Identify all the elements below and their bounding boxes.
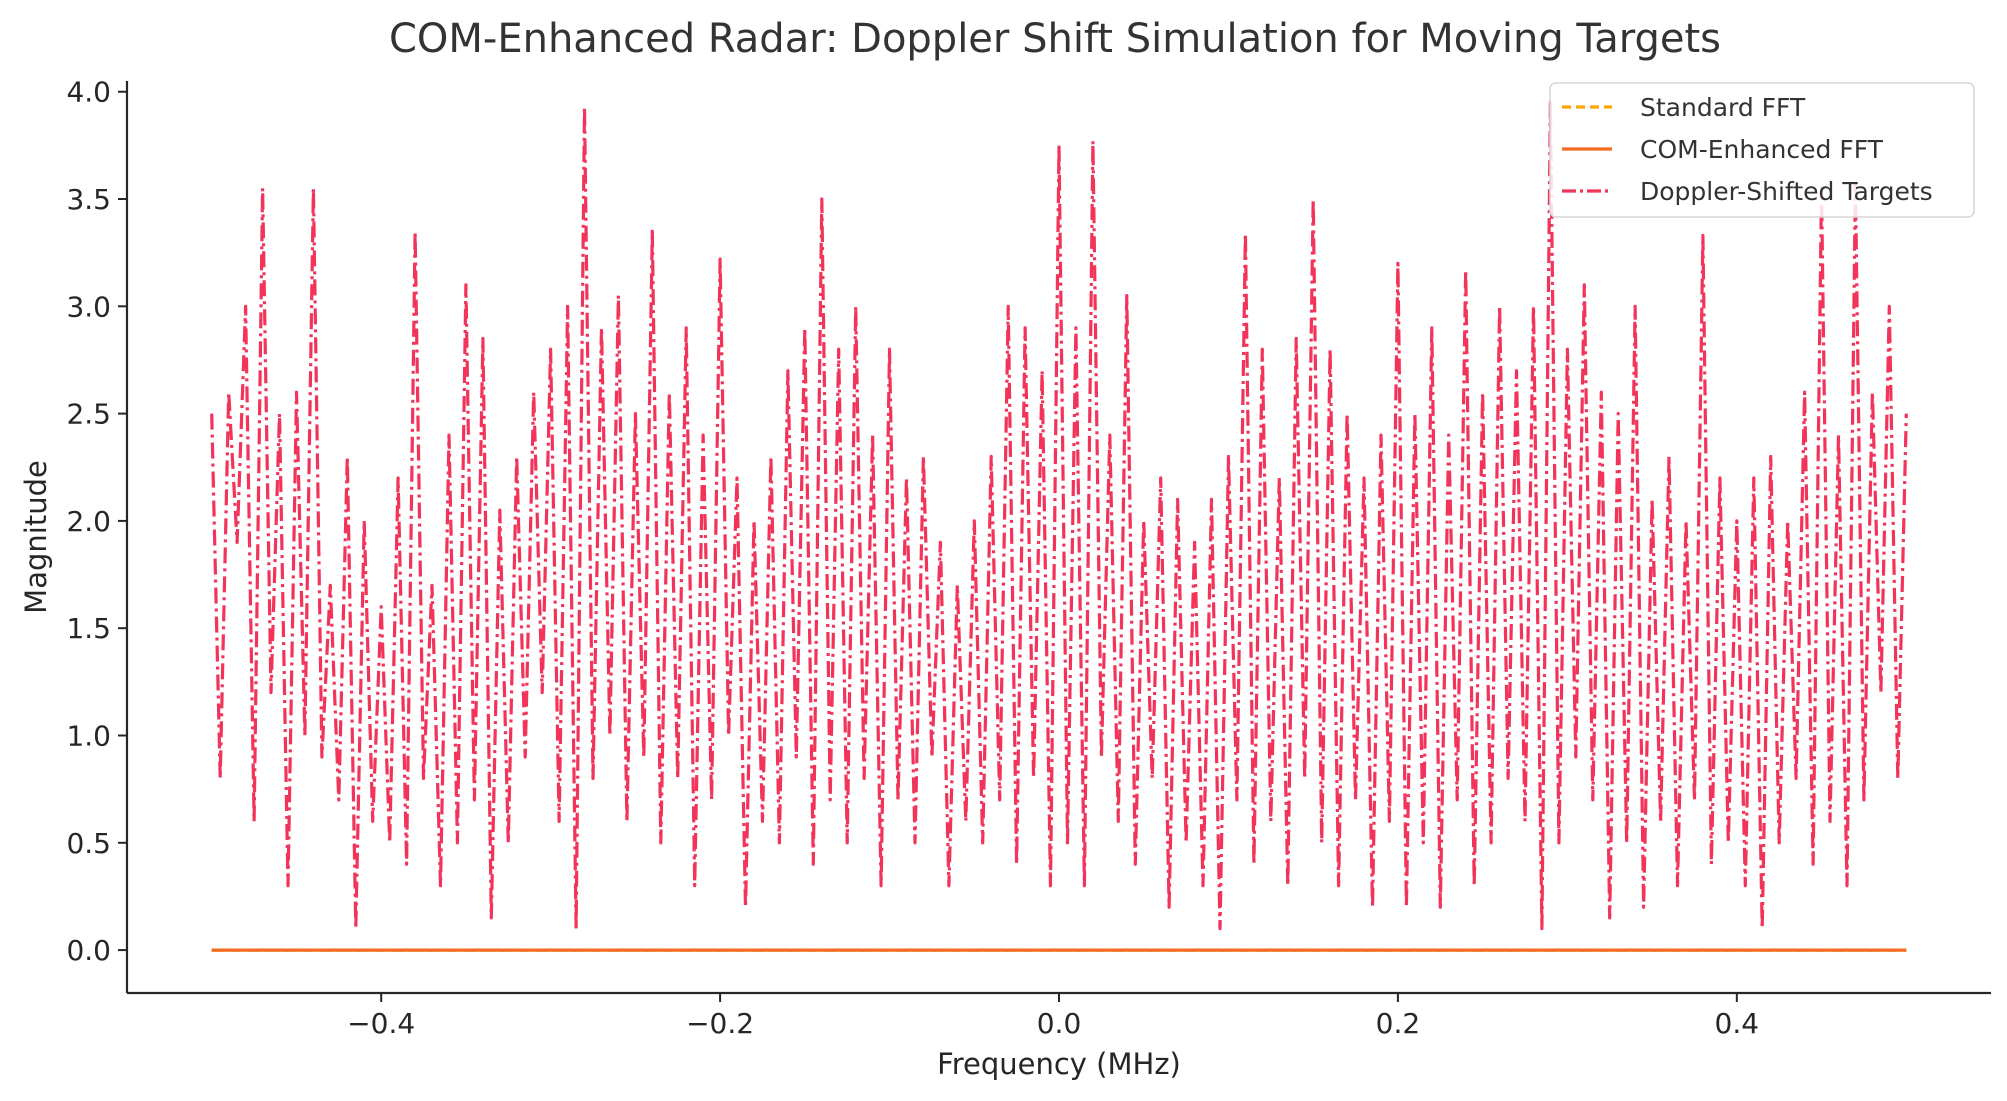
y-axis-ticks: 0.0 0.5 1.0 1.5 2.0 2.5 3.0 3.5 4.0: [66, 76, 127, 967]
legend-items: Standard FFT COM-Enhanced FFT Doppler-Shif…: [1562, 93, 1933, 206]
x-axis-ticks: −0.4 −0.2 0.0 0.2 0.4: [347, 993, 1759, 1040]
y-tick-label: 3.5: [66, 183, 111, 216]
legend-frame: [1549, 82, 1975, 218]
y-axis-title: Magnitude: [19, 460, 53, 614]
legend-label-standard-fft: Standard FFT: [1640, 93, 1806, 122]
series-layer: [210, 100, 1908, 952]
y-tick-label: 2.0: [66, 505, 111, 538]
legend: Standard FFT COM-Enhanced FFT Doppler-Shif…: [1549, 82, 1975, 218]
x-axis-title: Frequency (MHz): [937, 1047, 1181, 1081]
series-line-doppler-shifted-targets: [210, 100, 1908, 931]
x-tick-label: 0.2: [1376, 1007, 1421, 1040]
legend-label-com-enhanced-fft: COM-Enhanced FFT: [1640, 135, 1884, 164]
y-tick-label: 2.5: [66, 398, 111, 431]
y-tick-label: 1.0: [66, 719, 111, 752]
x-tick-label: −0.4: [347, 1007, 415, 1040]
chart-title: COM-Enhanced Radar: Doppler Shift Simula…: [389, 16, 1721, 62]
legend-label-doppler-shifted-targets: Doppler-Shifted Targets: [1640, 177, 1933, 206]
y-tick-label: 4.0: [66, 76, 111, 109]
plot-area: −0.4 −0.2 0.0 0.2 0.4 0.0 0.5 1.0 1.5 2.0 2.5 3.0 3…: [66, 76, 1991, 1040]
y-tick-label: 3.0: [66, 290, 111, 323]
y-tick-label: 0.0: [66, 934, 111, 967]
y-tick-label: 0.5: [66, 827, 111, 860]
x-tick-label: 0.4: [1715, 1007, 1760, 1040]
x-tick-label: 0.0: [1037, 1007, 1082, 1040]
x-tick-label: −0.2: [686, 1007, 754, 1040]
y-tick-label: 1.5: [66, 612, 111, 645]
